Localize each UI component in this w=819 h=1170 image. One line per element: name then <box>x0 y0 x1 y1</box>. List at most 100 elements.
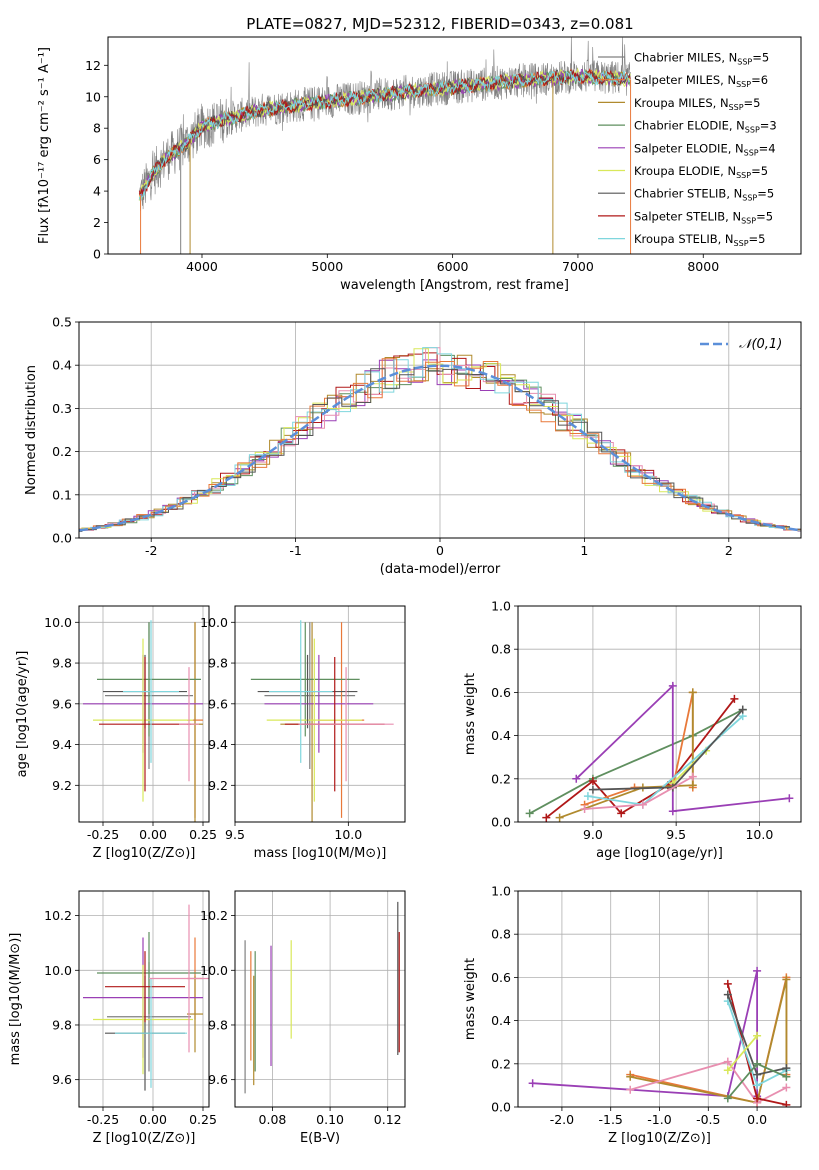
y-tick-label: 0.2 <box>52 444 72 459</box>
panel-mass_vs_ebv: 0.08 0.10 0.12 9.6 9.8 10.0 10.2 E(B-V) <box>200 890 406 1146</box>
y-tick-label: 0.6 <box>491 685 511 700</box>
weight-marker <box>668 807 677 816</box>
x-tick-label: -1 <box>289 543 301 558</box>
legend-value: =4 <box>759 141 776 155</box>
weight-marker <box>723 1057 732 1066</box>
y-tick-label: 10.0 <box>200 963 228 978</box>
weight-marker <box>588 785 597 794</box>
y-tick-label: 9.8 <box>52 1017 72 1032</box>
y-axis-label: mass weight <box>463 673 478 755</box>
weight-marker <box>668 681 677 690</box>
x-axis-label: mass [log10(M/M⊙)] <box>254 846 387 861</box>
weight-marker <box>528 1079 537 1088</box>
weight-marker <box>525 809 534 818</box>
legend-subscript: SSP <box>734 239 749 248</box>
y-tick-label: 1.0 <box>491 884 511 899</box>
y-tick-label: 2 <box>93 215 101 230</box>
x-axis-label: age [log10(age/yr)] <box>596 846 723 861</box>
x-axis-label: wavelength [Angstrom, rest frame] <box>340 278 569 293</box>
legend-entry: 𝒩(0,1) <box>739 337 782 352</box>
legend-entry: Chabrier ELODIE, NSSP=3 <box>634 119 777 135</box>
y-tick-label: 9.8 <box>52 656 72 671</box>
legend-entry: Salpeter ELODIE, NSSP=4 <box>634 141 776 157</box>
axes-frame <box>234 605 406 823</box>
x-axis-label: (data-model)/error <box>380 562 501 577</box>
x-tick-label: 7000 <box>562 259 594 274</box>
plot-area <box>525 681 794 822</box>
weight-marker <box>723 979 732 988</box>
legend-value: =5 <box>756 209 773 223</box>
weight-marker <box>688 688 697 697</box>
weight-marker <box>753 1070 762 1079</box>
plot-area <box>244 901 400 1094</box>
x-axis-label: Z [log10(Z/Z⊙)] <box>93 1131 196 1146</box>
spectrum-7 <box>138 68 631 196</box>
y-tick-label: 6 <box>93 152 101 167</box>
legend-subscript: SSP <box>744 148 759 157</box>
x-tick-label: 0.0 <box>747 1112 767 1127</box>
y-tick-label: 9.6 <box>52 696 72 711</box>
weight-marker <box>688 781 697 790</box>
weight-marker <box>738 705 747 714</box>
legend-value: =5 <box>757 187 774 201</box>
x-tick-label: -1.0 <box>647 1112 671 1127</box>
legend-subscript: SSP <box>736 80 751 89</box>
y-axis-label: Normed distribution <box>24 365 39 495</box>
weight-marker <box>753 1031 762 1040</box>
legend-entry: Kroupa ELODIE, NSSP=5 <box>634 164 768 180</box>
x-tick-label: 9.5 <box>666 827 686 842</box>
plot-area <box>138 37 632 254</box>
axes-frame <box>78 605 210 823</box>
x-tick-label: 0.08 <box>259 1112 287 1127</box>
weight-marker <box>782 1100 791 1107</box>
y-tick-label: 10.0 <box>44 963 72 978</box>
y-tick-label: 9.8 <box>208 656 228 671</box>
legend-subscript: SSP <box>745 126 760 135</box>
x-tick-label: 0 <box>436 543 444 558</box>
y-tick-label: 8 <box>93 121 101 136</box>
x-tick-label: -1.5 <box>599 1112 623 1127</box>
y-tick-label: 0 <box>93 247 101 262</box>
legend-subscript: SSP <box>736 171 751 180</box>
panel-weight_vs_Z: -2.0 -1.5 -1.0 -0.5 0.0 0.0 0.2 0.4 0.6 0.8 1.0 Z [… <box>463 884 802 1146</box>
legend-entry: Salpeter MILES, NSSP=6 <box>634 73 768 89</box>
x-tick-label: 0.25 <box>189 827 217 842</box>
y-tick-label: 9.4 <box>52 737 72 752</box>
weight-marker <box>753 1081 762 1090</box>
legend-value: =3 <box>760 119 777 133</box>
weight-marker <box>688 772 697 781</box>
y-tick-label: 0.0 <box>52 531 72 546</box>
panel-weight_vs_age: 9.0 9.5 10.0 0.0 0.2 0.4 0.6 0.8 1.0 age [log10(a… <box>463 599 802 861</box>
y-tick-label: 4 <box>93 184 101 199</box>
y-axis-label: Flux [fλ10⁻¹⁷ erg cm⁻² s⁻¹ A⁻¹] <box>37 47 52 244</box>
x-tick-label: -0.25 <box>87 827 119 842</box>
x-tick-label: -2 <box>145 543 157 558</box>
panel-mass_vs_Z: -0.25 0.00 0.25 9.6 9.8 10.0 10.2 Z [log10(Z/Z⊙… <box>8 890 217 1146</box>
legend-subscript: SSP <box>737 58 752 67</box>
legend-value: =5 <box>744 96 761 110</box>
y-axis-label: age [log10(age/yr)] <box>15 651 30 778</box>
legend-entry: Chabrier MILES, NSSP=5 <box>634 51 769 67</box>
x-tick-label: 0.12 <box>374 1112 402 1127</box>
axes-frame <box>107 36 802 255</box>
plot-area <box>79 347 801 533</box>
weight-marker <box>626 1085 635 1094</box>
y-axis-label: mass [log10(M/M⊙)] <box>8 933 23 1066</box>
weight-marker <box>753 1059 762 1068</box>
weight-marker <box>542 813 551 822</box>
y-tick-label: 10.2 <box>44 908 72 923</box>
y-tick-label: 0.4 <box>491 728 511 743</box>
plot-area <box>250 620 394 822</box>
x-tick-label: 4000 <box>186 259 218 274</box>
legend-subscript: SSP <box>742 194 757 203</box>
x-tick-label: 5000 <box>311 259 343 274</box>
x-axis-label: E(B-V) <box>300 1131 340 1146</box>
legend-entry: Kroupa MILES, NSSP=5 <box>634 96 760 112</box>
axes-frame <box>517 890 802 1108</box>
x-tick-label: 1 <box>580 543 588 558</box>
x-tick-label: 8000 <box>687 259 719 274</box>
x-tick-label: -0.25 <box>87 1112 119 1127</box>
weight-marker <box>555 813 564 822</box>
y-tick-label: 9.6 <box>208 696 228 711</box>
